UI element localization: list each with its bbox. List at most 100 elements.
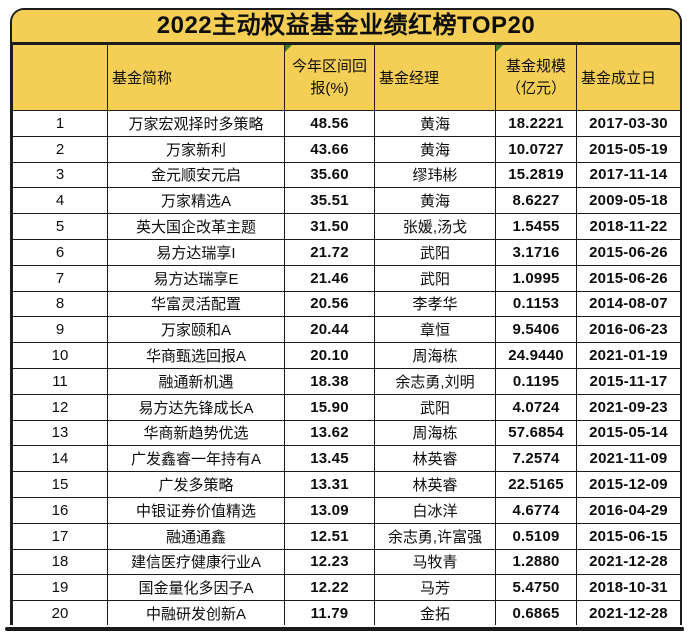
cell-fund-size: 8.6227 [495, 187, 577, 215]
cell-fund-name: 融通通鑫 [107, 522, 285, 550]
cell-manager: 周海栋 [374, 419, 496, 447]
cell-fund-name: 国金量化多因子A [107, 574, 285, 602]
header-fund-size-label: 基金规模 （亿元） [505, 57, 566, 97]
cell-fund-size: 3.1716 [495, 238, 577, 266]
cell-fund-name: 万家颐和A [107, 316, 285, 344]
cell-rank: 19 [12, 574, 108, 602]
cell-fund-name: 建信医疗健康行业A [107, 548, 285, 576]
table-row: 11 融通新机遇 18.38 余志勇,刘明 0.1195 2015-11-17 [12, 367, 680, 395]
cell-fund-name: 华富灵活配置 [107, 290, 285, 318]
cell-inception-date: 2021-09-23 [576, 393, 680, 421]
cell-fund-size: 7.2574 [495, 445, 577, 473]
cell-inception-date: 2021-01-19 [576, 342, 680, 369]
header-fund-size: 基金规模 （亿元） [495, 44, 577, 111]
cell-fund-size: 0.6865 [495, 600, 577, 625]
cell-manager: 李孝华 [374, 290, 496, 318]
cell-inception-date: 2018-11-22 [576, 213, 680, 240]
cell-manager: 武阳 [374, 238, 496, 266]
cell-ytd-return: 21.72 [284, 238, 375, 266]
cell-fund-size: 4.6774 [495, 496, 577, 524]
cell-rank: 7 [12, 264, 108, 292]
table-row: 15 广发多策略 13.31 林英睿 22.5165 2015-12-09 [12, 471, 680, 498]
cell-inception-date: 2015-05-14 [576, 419, 680, 447]
header-manager: 基金经理 [374, 44, 496, 111]
cell-manager: 余志勇,刘明 [374, 367, 496, 395]
cell-inception-date: 2015-05-19 [576, 135, 680, 163]
cell-inception-date: 2015-12-09 [576, 471, 680, 498]
cell-ytd-return: 11.79 [284, 600, 375, 625]
cell-ytd-return: 35.60 [284, 161, 375, 189]
cell-ytd-return: 43.66 [284, 135, 375, 163]
cell-ytd-return: 12.23 [284, 548, 375, 576]
cell-manager: 白冰洋 [374, 496, 496, 524]
table-row: 6 易方达瑞享I 21.72 武阳 3.1716 2015-06-26 [12, 238, 680, 266]
cell-rank: 13 [12, 419, 108, 447]
cell-manager: 马芳 [374, 574, 496, 602]
cell-rank: 10 [12, 342, 108, 369]
cell-fund-name: 广发多策略 [107, 471, 285, 498]
cell-ytd-return: 18.38 [284, 367, 375, 395]
cell-rank: 4 [12, 187, 108, 215]
cell-manager: 章恒 [374, 316, 496, 344]
table-row: 2 万家新利 43.66 黄海 10.0727 2015-05-19 [12, 135, 680, 163]
cell-rank: 18 [12, 548, 108, 576]
cell-inception-date: 2009-05-18 [576, 187, 680, 215]
cell-inception-date: 2015-11-17 [576, 367, 680, 395]
cell-fund-size: 0.1195 [495, 367, 577, 395]
cell-fund-name: 华商新趋势优选 [107, 419, 285, 447]
cell-rank: 17 [12, 522, 108, 550]
header-ytd-return-label: 今年区间回 报(%) [291, 57, 367, 97]
cell-fund-name: 万家宏观择时多策略 [107, 110, 285, 137]
cell-fund-name: 金元顺安元启 [107, 161, 285, 189]
cell-inception-date: 2016-06-23 [576, 316, 680, 344]
cell-ytd-return: 48.56 [284, 110, 375, 137]
cell-ytd-return: 31.50 [284, 213, 375, 240]
cell-ytd-return: 35.51 [284, 187, 375, 215]
table-row: 13 华商新趋势优选 13.62 周海栋 57.6854 2015-05-14 [12, 419, 680, 447]
cell-fund-name: 融通新机遇 [107, 367, 285, 395]
cell-manager: 黄海 [374, 110, 496, 137]
cell-inception-date: 2021-12-28 [576, 548, 680, 576]
table-row: 19 国金量化多因子A 12.22 马芳 5.4750 2018-10-31 [12, 574, 680, 602]
cell-fund-size: 0.1153 [495, 290, 577, 318]
cell-inception-date: 2021-11-09 [576, 445, 680, 473]
cell-inception-date: 2017-03-30 [576, 110, 680, 137]
cell-manager: 马牧青 [374, 548, 496, 576]
cell-fund-name: 万家新利 [107, 135, 285, 163]
table-row: 20 中融研发创新A 11.79 金拓 0.6865 2021-12-28 [12, 600, 680, 625]
cell-fund-name: 易方达瑞享E [107, 264, 285, 292]
cell-rank: 16 [12, 496, 108, 524]
cell-fund-name: 英大国企改革主题 [107, 213, 285, 240]
table-row: 14 广发鑫睿一年持有A 13.45 林英睿 7.2574 2021-11-09 [12, 445, 680, 473]
cell-fund-size: 5.4750 [495, 574, 577, 602]
table-header: 基金简称 今年区间回 报(%) 基金经理 基金规模 （亿元） 基金成立日 [12, 44, 680, 111]
cell-fund-name: 易方达先锋成长A [107, 393, 285, 421]
fund-table: 基金简称 今年区间回 报(%) 基金经理 基金规模 （亿元） 基金成立日 1 万家… [12, 44, 680, 625]
table-row: 12 易方达先锋成长A 15.90 武阳 4.0724 2021-09-23 [12, 393, 680, 421]
cell-ytd-return: 20.56 [284, 290, 375, 318]
table-bottom-border [5, 627, 684, 631]
table-row: 16 中银证券价值精选 13.09 白冰洋 4.6774 2016-04-29 [12, 496, 680, 524]
cell-rank: 20 [12, 600, 108, 625]
cell-fund-size: 1.0995 [495, 264, 577, 292]
table-row: 7 易方达瑞享E 21.46 武阳 1.0995 2015-06-26 [12, 264, 680, 292]
cell-ytd-return: 15.90 [284, 393, 375, 421]
cell-ytd-return: 13.09 [284, 496, 375, 524]
cell-manager: 金拓 [374, 600, 496, 625]
cell-fund-size: 10.0727 [495, 135, 577, 163]
fund-table-body: 1 万家宏观择时多策略 48.56 黄海 18.2221 2017-03-30 2 万家新利 4… [12, 110, 680, 625]
cell-rank: 6 [12, 238, 108, 266]
cell-manager: 张媛,汤戈 [374, 213, 496, 240]
fund-ranking-table: 2022主动权益基金业绩红榜TOP20 基金简称 今年区间回 报(%) 基金经理… [10, 8, 682, 625]
cell-ytd-return: 13.62 [284, 419, 375, 447]
cell-inception-date: 2017-11-14 [576, 161, 680, 189]
cell-inception-date: 2015-06-26 [576, 264, 680, 292]
cell-fund-size: 9.5406 [495, 316, 577, 344]
cell-rank: 1 [12, 110, 108, 137]
table-row: 18 建信医疗健康行业A 12.23 马牧青 1.2880 2021-12-28 [12, 548, 680, 576]
cell-ytd-return: 21.46 [284, 264, 375, 292]
cell-rank: 2 [12, 135, 108, 163]
cell-manager: 余志勇,许富强 [374, 522, 496, 550]
cell-rank: 9 [12, 316, 108, 344]
